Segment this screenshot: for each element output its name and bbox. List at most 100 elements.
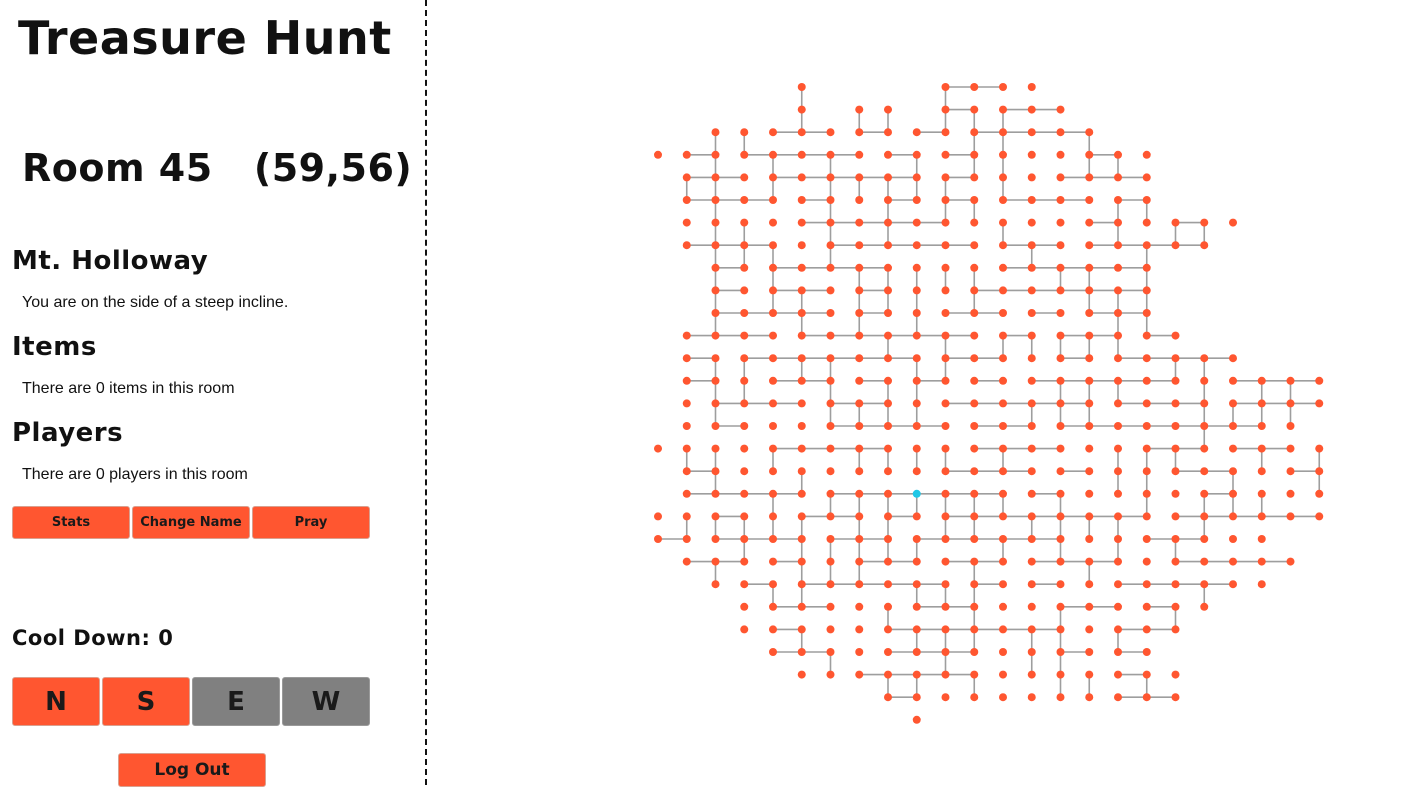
map-room[interactable]	[1027, 693, 1036, 702]
map-room[interactable]	[740, 399, 749, 408]
map-room[interactable]	[1200, 422, 1209, 430]
map-room[interactable]	[1257, 399, 1266, 408]
map-room[interactable]	[884, 286, 892, 295]
map-room[interactable]	[999, 309, 1007, 317]
map-room[interactable]	[1114, 580, 1122, 589]
map-room[interactable]	[884, 557, 892, 566]
map-room[interactable]	[682, 512, 691, 521]
map-room[interactable]	[1315, 376, 1324, 385]
map-room[interactable]	[1229, 580, 1237, 589]
map-room[interactable]	[884, 173, 892, 182]
map-room[interactable]	[941, 196, 950, 204]
map-room[interactable]	[884, 512, 892, 521]
map-room[interactable]	[1142, 286, 1151, 295]
map-room[interactable]	[1315, 489, 1324, 498]
map-room[interactable]	[1229, 444, 1237, 453]
map-room[interactable]	[1056, 173, 1065, 182]
map-room[interactable]	[912, 693, 921, 702]
map-room[interactable]	[826, 218, 835, 227]
map-room[interactable]	[999, 218, 1007, 227]
map-room[interactable]	[941, 444, 950, 453]
map-room[interactable]	[999, 444, 1007, 453]
map-room[interactable]	[999, 535, 1007, 543]
map-room[interactable]	[912, 309, 921, 317]
map-room[interactable]	[1085, 331, 1094, 340]
map-room[interactable]	[970, 422, 979, 430]
map-room[interactable]	[855, 173, 864, 182]
map-room[interactable]	[1142, 602, 1151, 611]
map-room[interactable]	[826, 354, 835, 363]
map-room[interactable]	[740, 602, 749, 611]
map-room[interactable]	[970, 489, 979, 498]
south-button[interactable]: S	[102, 677, 190, 726]
map-room[interactable]	[1114, 557, 1122, 566]
map-room[interactable]	[1056, 422, 1065, 430]
map-room[interactable]	[740, 376, 749, 385]
map-room[interactable]	[1114, 535, 1122, 543]
map-room[interactable]	[1027, 218, 1036, 227]
map-room[interactable]	[1171, 354, 1180, 363]
map-room[interactable]	[1114, 376, 1122, 385]
map-room[interactable]	[1114, 625, 1122, 634]
map-room[interactable]	[941, 354, 950, 363]
map-room[interactable]	[740, 218, 749, 227]
map-room[interactable]	[1142, 263, 1151, 272]
map-room[interactable]	[970, 535, 979, 543]
map-room[interactable]	[1085, 286, 1094, 295]
map-room[interactable]	[769, 557, 777, 566]
map-room[interactable]	[884, 105, 892, 114]
map-room[interactable]	[1200, 444, 1209, 453]
map-room[interactable]	[1027, 263, 1036, 272]
map-room[interactable]	[740, 150, 749, 159]
map-room[interactable]	[855, 241, 864, 250]
map-room[interactable]	[884, 422, 892, 430]
map-room[interactable]	[855, 422, 864, 430]
map-room[interactable]	[797, 286, 806, 295]
map-room[interactable]	[970, 150, 979, 159]
map-room[interactable]	[682, 241, 691, 250]
map-room[interactable]	[855, 670, 864, 679]
map-room[interactable]	[1142, 376, 1151, 385]
map-room[interactable]	[912, 354, 921, 363]
map-room[interactable]	[1056, 693, 1065, 702]
map-room[interactable]	[970, 693, 979, 702]
map-room[interactable]	[1056, 376, 1065, 385]
map-room[interactable]	[1171, 512, 1180, 521]
map-room[interactable]	[1027, 83, 1036, 91]
map-room[interactable]	[1027, 399, 1036, 408]
map-room[interactable]	[912, 512, 921, 521]
map-room[interactable]	[826, 670, 835, 679]
map-room[interactable]	[797, 580, 806, 589]
map-room[interactable]	[855, 489, 864, 498]
map-room[interactable]	[826, 580, 835, 589]
map-room[interactable]	[912, 625, 921, 634]
map-room[interactable]	[941, 173, 950, 182]
map-room[interactable]	[970, 286, 979, 295]
map-room[interactable]	[1142, 173, 1151, 182]
map-room[interactable]	[826, 241, 835, 250]
map-room[interactable]	[1229, 535, 1237, 543]
map-room[interactable]	[1171, 670, 1180, 679]
map-room[interactable]	[1171, 218, 1180, 227]
map-room[interactable]	[912, 263, 921, 272]
map-room[interactable]	[884, 196, 892, 204]
map-room[interactable]	[1027, 196, 1036, 204]
map-room[interactable]	[797, 625, 806, 634]
map-room[interactable]	[1142, 354, 1151, 363]
map-room[interactable]	[711, 263, 720, 272]
map-room[interactable]	[826, 376, 835, 385]
map-room[interactable]	[1142, 150, 1151, 159]
map-room[interactable]	[1027, 580, 1036, 589]
map-room[interactable]	[769, 218, 777, 227]
map-room[interactable]	[1142, 218, 1151, 227]
map-room[interactable]	[1315, 512, 1324, 521]
map-room[interactable]	[1200, 467, 1209, 476]
logout-button[interactable]: Log Out	[118, 753, 266, 787]
map-room[interactable]	[711, 173, 720, 182]
map-room[interactable]	[740, 128, 749, 137]
map-room[interactable]	[970, 173, 979, 182]
map-room[interactable]	[711, 331, 720, 340]
map-room[interactable]	[1027, 557, 1036, 566]
map-room[interactable]	[769, 512, 777, 521]
map-room[interactable]	[855, 535, 864, 543]
